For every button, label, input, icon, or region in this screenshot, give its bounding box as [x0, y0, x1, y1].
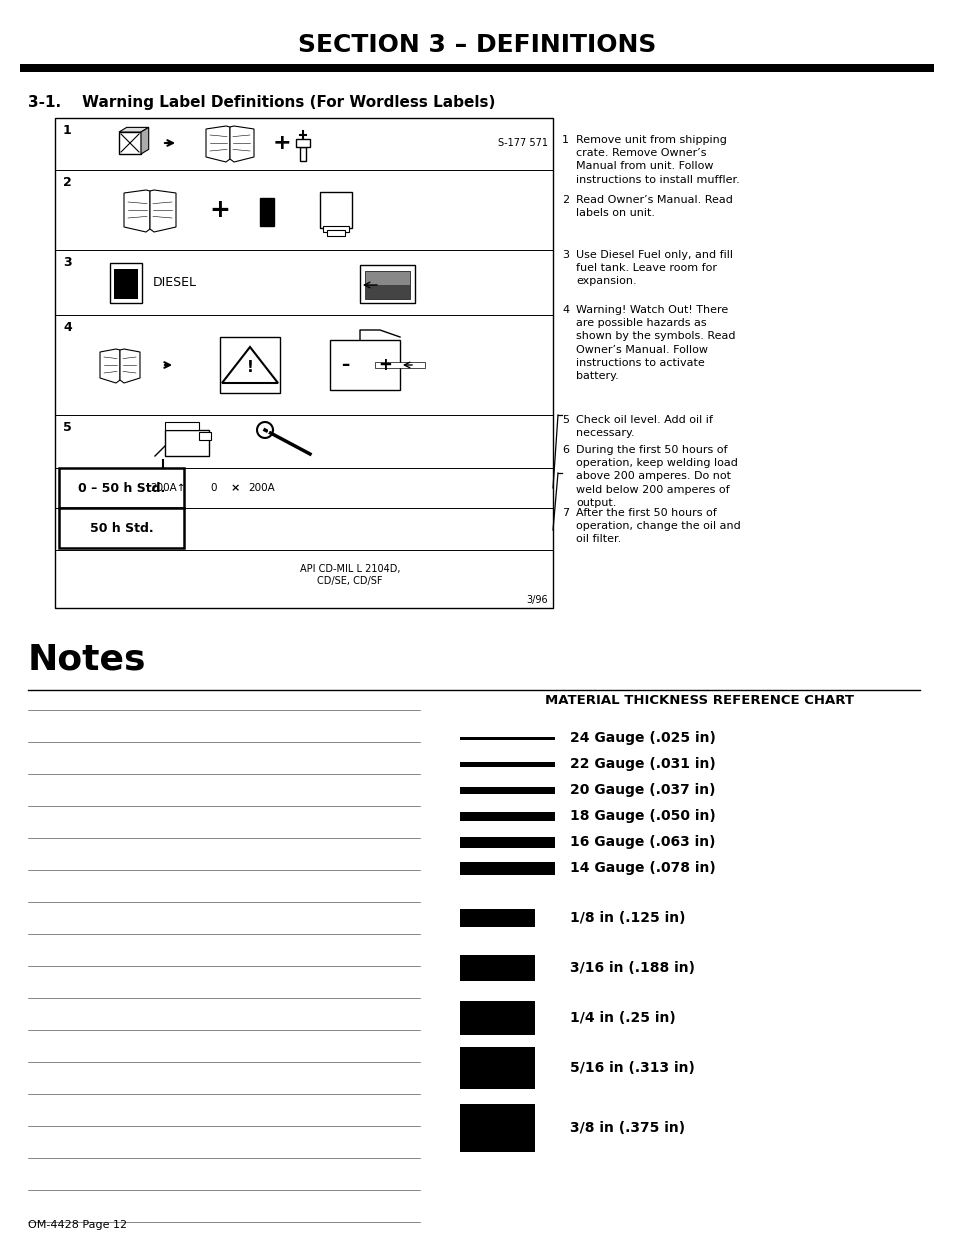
Bar	[319, 191, 352, 228]
Text: 20 Gauge (.037 in): 20 Gauge (.037 in)	[569, 783, 715, 797]
Text: After the first 50 hours of
operation, change the oil and
oil filter.: After the first 50 hours of operation, c…	[576, 508, 740, 545]
Text: 6: 6	[561, 445, 568, 454]
Bar	[59, 508, 184, 548]
Polygon shape	[206, 126, 230, 162]
Bar	[459, 955, 535, 981]
Polygon shape	[124, 190, 150, 232]
Text: 5: 5	[561, 415, 568, 425]
Polygon shape	[120, 350, 140, 383]
Text: 5: 5	[63, 421, 71, 433]
Text: 200A: 200A	[248, 483, 274, 493]
Text: 18 Gauge (.050 in): 18 Gauge (.050 in)	[569, 809, 715, 823]
Bar	[459, 1002, 535, 1035]
Text: 2: 2	[561, 195, 569, 205]
Bar	[260, 198, 274, 226]
Text: Read Owner’s Manual. Read
labels on unit.: Read Owner’s Manual. Read labels on unit…	[576, 195, 732, 219]
Bar	[165, 430, 209, 456]
Text: 1: 1	[561, 135, 568, 144]
Bar	[459, 787, 555, 794]
Text: SECTION 3 – DEFINITIONS: SECTION 3 – DEFINITIONS	[297, 33, 656, 57]
Text: 5/16 in (.313 in): 5/16 in (.313 in)	[569, 1061, 694, 1074]
Bar	[459, 762, 555, 767]
Polygon shape	[141, 127, 149, 154]
Text: +: +	[273, 133, 291, 153]
Text: Warning! Watch Out! There
are possible hazards as
shown by the symbols. Read
Own: Warning! Watch Out! There are possible h…	[576, 305, 735, 382]
Polygon shape	[100, 350, 120, 383]
Text: 24 Gauge (.025 in): 24 Gauge (.025 in)	[569, 731, 715, 745]
Text: 3/96: 3/96	[526, 595, 547, 605]
Text: During the first 50 hours of
operation, keep welding load
above 200 amperes. Do : During the first 50 hours of operation, …	[576, 445, 737, 508]
Text: Use Diesel Fuel only, and fill
fuel tank. Leave room for
expansion.: Use Diesel Fuel only, and fill fuel tank…	[576, 249, 732, 287]
Text: OM-4428 Page 12: OM-4428 Page 12	[28, 1220, 127, 1230]
Polygon shape	[230, 126, 253, 162]
Bar	[459, 736, 555, 740]
Text: 1/8 in (.125 in): 1/8 in (.125 in)	[569, 911, 685, 925]
Text: API CD-MIL L 2104D,
CD/SE, CD/SF: API CD-MIL L 2104D, CD/SE, CD/SF	[299, 564, 400, 585]
Text: DIESEL: DIESEL	[152, 277, 196, 289]
Bar	[459, 836, 555, 847]
Bar	[113, 269, 138, 299]
Text: +: +	[377, 356, 392, 374]
Bar	[327, 230, 345, 236]
Text: 3-1.    Warning Label Definitions (For Wordless Labels): 3-1. Warning Label Definitions (For Word…	[28, 95, 495, 110]
Bar	[459, 909, 535, 927]
Bar	[295, 140, 310, 147]
Bar	[359, 266, 415, 303]
Text: 1: 1	[63, 124, 71, 137]
Bar	[375, 362, 424, 368]
Text: –: –	[340, 356, 349, 374]
Bar	[299, 147, 306, 161]
Text: 14 Gauge (.078 in): 14 Gauge (.078 in)	[569, 861, 715, 876]
Text: Notes: Notes	[28, 643, 147, 677]
Bar	[330, 340, 399, 390]
Bar	[365, 270, 410, 299]
Bar	[110, 263, 142, 303]
Bar	[55, 119, 553, 608]
Text: 4: 4	[561, 305, 569, 315]
Bar	[165, 422, 199, 430]
Bar	[59, 468, 184, 508]
Text: 4: 4	[63, 321, 71, 333]
Bar	[199, 432, 211, 440]
Bar	[220, 337, 280, 393]
Polygon shape	[222, 347, 277, 383]
Polygon shape	[119, 127, 149, 132]
Text: 3: 3	[63, 256, 71, 269]
Text: ×: ×	[230, 483, 239, 493]
Text: 1/4 in (.25 in): 1/4 in (.25 in)	[569, 1011, 675, 1025]
Text: 7: 7	[561, 508, 569, 517]
Bar	[459, 811, 555, 820]
Text: S-177 571: S-177 571	[497, 138, 547, 148]
Text: 0: 0	[210, 483, 216, 493]
Text: +: +	[210, 198, 231, 222]
Text: 3/8 in (.375 in): 3/8 in (.375 in)	[569, 1121, 684, 1135]
Text: MATERIAL THICKNESS REFERENCE CHART: MATERIAL THICKNESS REFERENCE CHART	[545, 694, 854, 706]
Bar	[365, 285, 410, 299]
Text: Check oil level. Add oil if
necessary.: Check oil level. Add oil if necessary.	[576, 415, 712, 438]
Bar	[20, 64, 933, 72]
Bar	[323, 226, 349, 232]
Text: 50 h Std.: 50 h Std.	[90, 521, 153, 535]
Text: 200A↑: 200A↑	[150, 483, 185, 493]
Text: 3/16 in (.188 in): 3/16 in (.188 in)	[569, 961, 695, 974]
Text: 0 – 50 h Std.: 0 – 50 h Std.	[78, 482, 165, 494]
Text: Remove unit from shipping
crate. Remove Owner’s
Manual from unit. Follow
instruc: Remove unit from shipping crate. Remove …	[576, 135, 739, 184]
Text: 22 Gauge (.031 in): 22 Gauge (.031 in)	[569, 757, 715, 771]
Text: 16 Gauge (.063 in): 16 Gauge (.063 in)	[569, 835, 715, 848]
Bar	[119, 132, 141, 154]
Text: 3: 3	[561, 249, 568, 261]
Text: 2: 2	[63, 177, 71, 189]
Bar	[459, 1047, 535, 1089]
Bar	[459, 862, 555, 874]
Text: !: !	[246, 361, 253, 375]
Polygon shape	[150, 190, 175, 232]
Bar	[459, 1104, 535, 1152]
